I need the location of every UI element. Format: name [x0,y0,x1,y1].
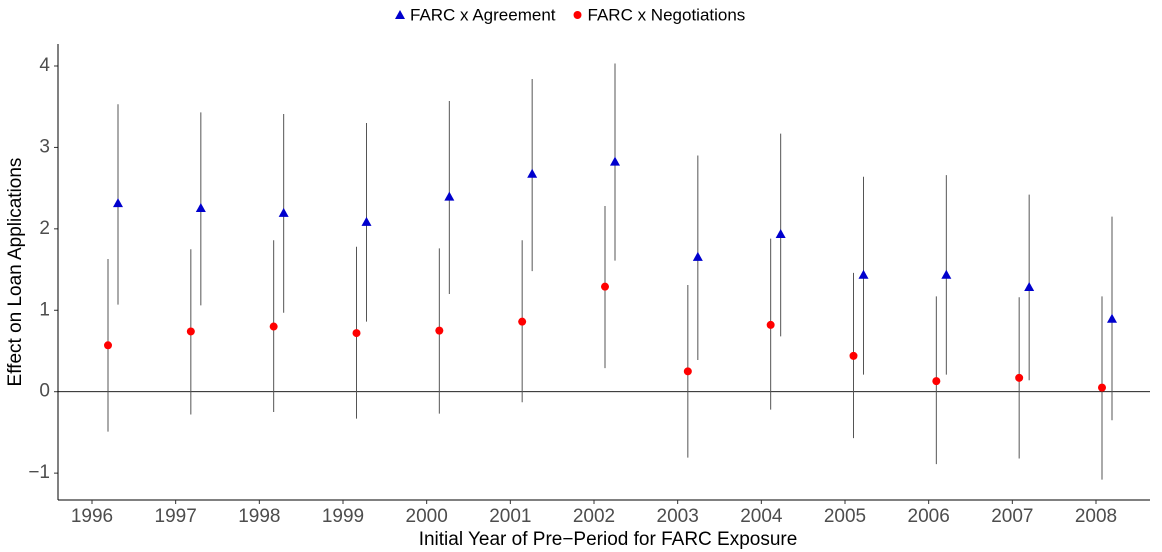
x-tick-label: 2006 [908,506,950,527]
x-tick-label: 2004 [740,506,783,527]
x-tick-label: 2008 [1075,506,1117,527]
point [766,320,775,329]
y-tick-label: 2 [39,218,50,239]
point [610,156,620,166]
point [361,216,372,226]
point [1098,383,1106,392]
x-tick-label: 1999 [322,506,364,527]
y-tick-label: 3 [39,136,50,157]
legend-label: FARC x Agreement [410,5,556,24]
point [104,341,112,350]
point [849,351,858,360]
x-tick-label: 2001 [489,506,531,527]
y-tick-label: 0 [39,381,50,402]
x-tick-label: 1997 [155,506,197,527]
point [692,251,703,261]
point [1024,281,1035,291]
point [683,367,692,376]
point [932,377,941,386]
x-tick-label: 1996 [71,506,113,527]
point [186,327,195,336]
y-tick-label: 1 [39,299,50,320]
point [1015,373,1024,382]
x-tick-label: 2005 [824,506,866,527]
legend-label: FARC x Negotiations [588,5,746,24]
point [527,168,538,178]
point [1107,313,1117,323]
x-tick-label: 2007 [991,506,1033,527]
point [278,207,289,217]
y-tick-label: −1 [28,462,50,483]
point [195,202,206,212]
point [858,269,869,279]
x-tick-label: 1998 [238,506,280,527]
point [435,326,444,335]
legend-marker [573,11,582,19]
x-tick-label: 2003 [657,506,699,527]
point [775,229,786,239]
x-tick-label: 2000 [406,506,448,527]
legend-marker [395,10,405,19]
point [269,322,278,331]
point [518,317,527,326]
point [113,198,123,208]
y-tick-label: 4 [39,55,50,76]
x-tick-label: 2002 [573,506,615,527]
point [941,269,952,279]
point [444,191,455,201]
point [601,282,609,291]
y-axis-title: Effect on Loan Applications [5,158,26,387]
point [352,329,361,338]
x-axis-title: Initial Year of Pre−Period for FARC Expo… [419,529,798,550]
